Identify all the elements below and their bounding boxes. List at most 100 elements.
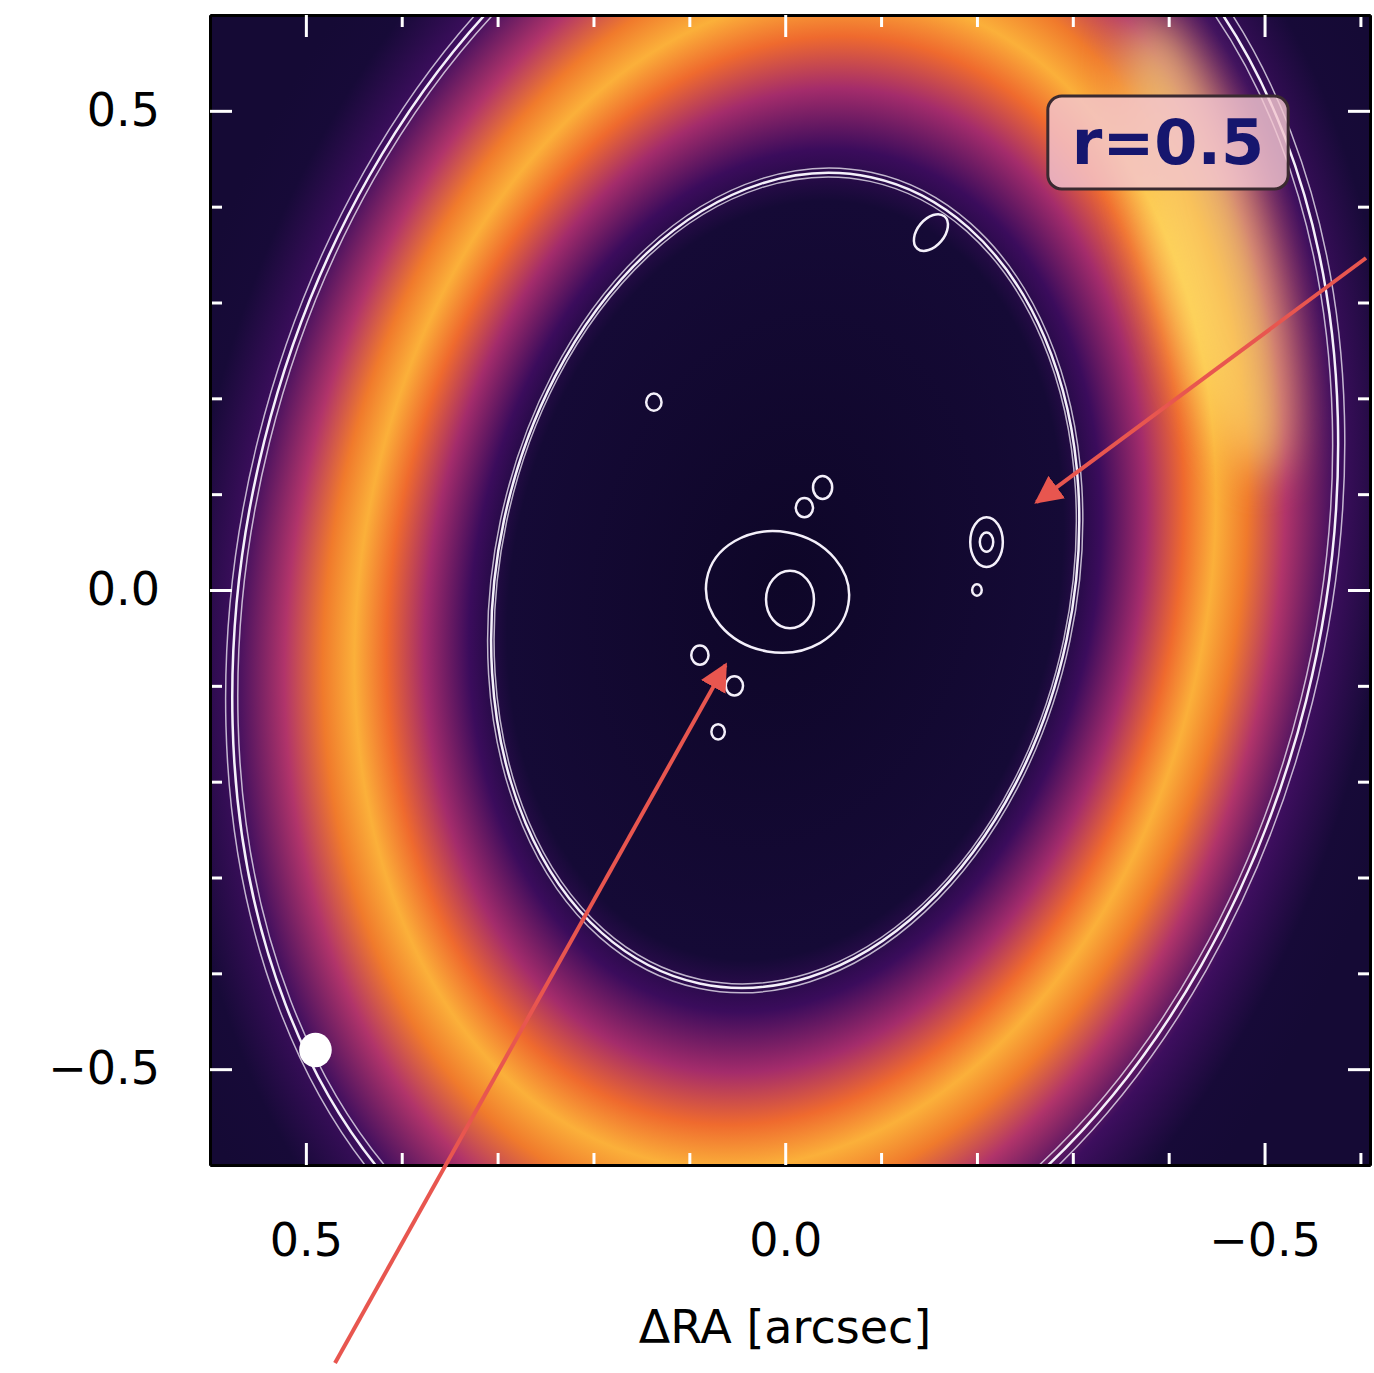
tick — [1169, 1153, 1170, 1165]
arrow — [1037, 258, 1366, 502]
axis-line — [211, 14, 1371, 17]
contour — [210, 15, 1370, 1165]
annotation-text: r=0.5 — [1072, 106, 1264, 179]
tick-mark — [210, 589, 232, 592]
contour — [711, 724, 724, 739]
tick-label: −0.5 — [48, 1041, 160, 1095]
x-axis-top — [211, 15, 1371, 37]
y-axis-right — [1348, 16, 1371, 1166]
tick-mark — [784, 15, 787, 37]
tick — [1358, 303, 1370, 304]
tick-mark — [1358, 685, 1370, 688]
contour — [766, 571, 814, 629]
tick-mark — [1358, 972, 1370, 975]
tick: −0.5 — [1209, 1143, 1321, 1267]
tick-mark — [305, 15, 308, 37]
axis-line — [211, 14, 1371, 17]
tick — [1358, 494, 1370, 495]
tick-mark — [1348, 589, 1370, 592]
tick — [689, 1153, 690, 1165]
x-axis-minor — [211, 1153, 1371, 1166]
y-axis: −0.5 0.0 0.5 — [48, 16, 232, 1166]
tick — [1348, 1069, 1370, 1070]
contour — [907, 208, 955, 258]
tick — [1358, 973, 1370, 974]
tick-mark — [784, 1143, 787, 1165]
contour — [210, 15, 1370, 1165]
tick — [498, 1153, 499, 1165]
tick-mark — [1358, 877, 1370, 880]
tick-mark — [497, 1153, 500, 1165]
tick-mark — [1264, 1143, 1267, 1165]
contour — [422, 122, 1149, 1038]
contour — [813, 476, 832, 499]
tick — [977, 1153, 978, 1165]
contour — [726, 676, 743, 695]
tick-mark — [401, 1153, 404, 1165]
beam — [299, 1033, 332, 1068]
tick — [1265, 15, 1266, 37]
tick-mark — [1358, 493, 1370, 496]
tick — [1348, 590, 1370, 591]
tick — [1358, 878, 1370, 879]
axis-line — [211, 1164, 1371, 1167]
tick: 0.0 — [749, 1143, 822, 1267]
tick-mark — [1358, 302, 1370, 305]
tick — [402, 1153, 403, 1165]
plot-area — [210, 15, 1370, 1165]
tick-mark — [592, 1153, 595, 1165]
contour — [418, 118, 1152, 1044]
x-axis-top-minor — [211, 15, 1371, 27]
tick: 0.5 — [87, 83, 232, 137]
tick — [306, 15, 307, 37]
contour — [796, 498, 813, 517]
tick-mark — [1358, 397, 1370, 400]
chart: 0.50.0−0.5−0.50.00.5ΔRA [arcsec]r=0.5 — [0, 0, 1374, 1373]
tick — [1358, 207, 1370, 208]
tick-label: 0.5 — [87, 83, 160, 137]
tick — [1358, 782, 1370, 783]
annotation: r=0.5 — [1048, 96, 1288, 189]
contour — [210, 15, 1370, 1165]
arrow — [335, 665, 726, 1363]
tick: −0.5 — [48, 1041, 232, 1095]
tick-mark — [1264, 15, 1267, 37]
tick-mark — [1359, 1153, 1362, 1165]
tick — [881, 1153, 882, 1165]
tick-mark — [688, 1153, 691, 1165]
tick: 0.0 — [87, 562, 232, 616]
contour — [980, 533, 993, 552]
tick — [593, 1153, 594, 1165]
annotation-box — [1048, 96, 1288, 189]
tick-mark — [210, 110, 232, 113]
tick-mark — [1348, 110, 1370, 113]
tick — [1358, 686, 1370, 687]
contour — [691, 646, 708, 665]
contour — [972, 584, 982, 596]
tick-mark — [1358, 781, 1370, 784]
contour — [970, 517, 1003, 567]
contour — [696, 520, 859, 664]
tick-label: 0.0 — [749, 1213, 822, 1267]
emission-peak — [1092, 15, 1323, 488]
tick — [1360, 1153, 1361, 1165]
x-axis: 0.5 0.0 −0.5 — [211, 1143, 1371, 1267]
tick: 0.5 — [270, 1143, 343, 1267]
tick-label: 0.0 — [87, 562, 160, 616]
tick-mark — [1348, 1068, 1370, 1071]
tick-label: −0.5 — [1209, 1213, 1321, 1267]
tick-mark — [1072, 1153, 1075, 1165]
tick-mark — [305, 1143, 308, 1165]
tick-mark — [1168, 1153, 1171, 1165]
tick — [1348, 111, 1370, 112]
contour — [414, 112, 1157, 1049]
tick-mark — [1358, 206, 1370, 209]
axis-line — [211, 1164, 1371, 1167]
tick-mark — [880, 1153, 883, 1165]
tick — [1073, 1153, 1074, 1165]
ring-emission — [210, 15, 1370, 1165]
tick — [1358, 398, 1370, 399]
tick-mark — [976, 1153, 979, 1165]
contour — [646, 394, 661, 411]
tick-label: 0.5 — [270, 1213, 343, 1267]
